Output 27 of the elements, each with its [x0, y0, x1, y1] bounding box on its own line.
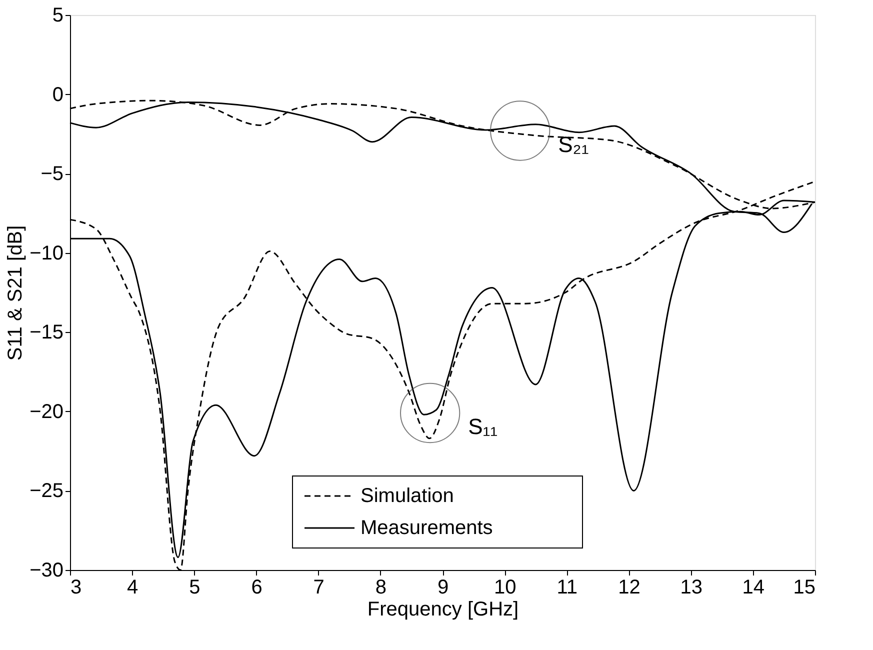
y-tick-label: −5 — [40, 163, 64, 186]
x-tick-label: 10 — [494, 576, 516, 598]
legend-label: Simulation — [360, 485, 454, 507]
x-tick-label: 14 — [742, 576, 765, 598]
y-tick-label: 5 — [52, 4, 64, 26]
x-tick-label: 12 — [618, 576, 640, 598]
y-axis-title: S11 & S21 [dB] — [4, 225, 27, 361]
y-tick-label: −25 — [30, 480, 64, 502]
x-tick-label: 4 — [127, 576, 138, 598]
x-tick-label: 5 — [189, 576, 200, 598]
x-tick-label: 11 — [556, 576, 578, 598]
y-tick-label: −30 — [30, 560, 64, 582]
x-axis-title: Frequency [GHz] — [367, 598, 519, 620]
y-tick-label: −20 — [30, 400, 64, 423]
y-tick-label: −10 — [30, 242, 64, 264]
annotation: S₂₁ — [558, 132, 589, 157]
x-tick-label: 8 — [375, 576, 386, 598]
legend-label: Measurements — [360, 517, 493, 539]
x-tick-label: 3 — [70, 576, 82, 598]
y-tick-label: 0 — [52, 84, 64, 106]
x-tick-label: 15 — [793, 576, 816, 598]
x-tick-label: 13 — [680, 576, 702, 598]
x-tick-label: 9 — [437, 576, 449, 598]
x-tick-label: 7 — [313, 576, 324, 598]
x-tick-label: 6 — [251, 576, 262, 598]
y-tick-label: −15 — [30, 322, 64, 344]
annotation: S₁₁ — [468, 414, 498, 440]
